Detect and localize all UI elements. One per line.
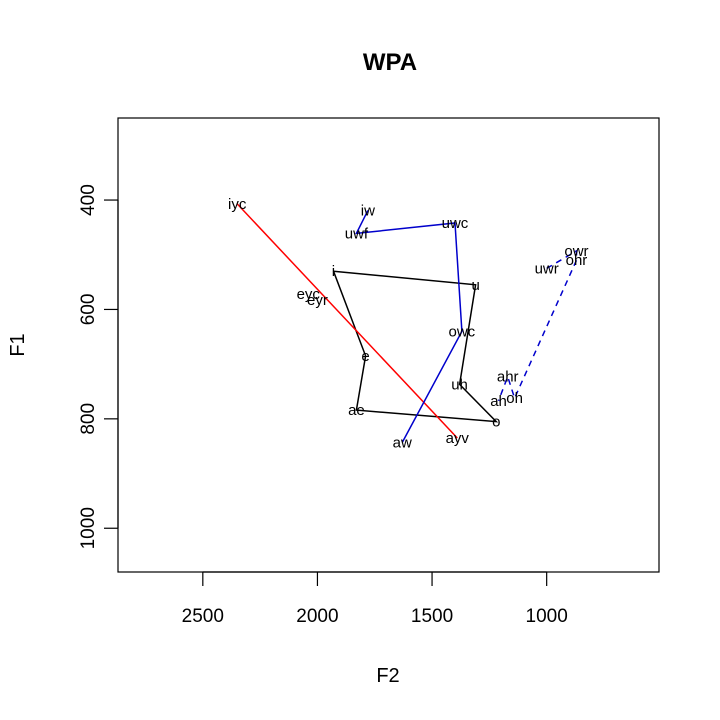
series-line-1 <box>236 203 458 439</box>
point-label-ohr: ohr <box>566 252 588 269</box>
plot-frame <box>117 117 660 573</box>
x-axis-label: F2 <box>376 665 399 687</box>
x-tick-label: 1500 <box>411 606 453 627</box>
point-label-uwc: uwc <box>442 215 469 232</box>
series-layer <box>236 203 578 443</box>
series-line-0 <box>332 270 499 423</box>
point-label-e: e <box>361 348 369 365</box>
series-line-2 <box>355 210 463 443</box>
point-label-uwf: uwf <box>345 225 369 242</box>
point-label-iyc: iyc <box>228 196 247 213</box>
y-tick-label: 1000 <box>78 507 99 549</box>
point-label-oh: oh <box>506 390 523 407</box>
point-label-uwr: uwr <box>535 260 559 277</box>
point-label-uh: uh <box>451 376 468 393</box>
point-label-i: i <box>332 263 335 280</box>
point-label-eyr: eyr <box>307 292 328 309</box>
point-label-u: u <box>471 277 479 294</box>
point-label-ah: ah <box>490 393 507 410</box>
point-label-ayv: ayv <box>446 430 470 447</box>
point-label-ae: ae <box>348 402 365 419</box>
point-label-aw: aw <box>393 434 412 451</box>
point-label-o: o <box>492 414 500 431</box>
y-tick-label: 600 <box>78 294 99 326</box>
point-label-ahr: ahr <box>497 369 519 386</box>
point-label-owr: owr <box>564 243 588 260</box>
x-axis: 2500 2000 1500 1000 <box>182 571 568 627</box>
y-axis: 400 600 800 1000 <box>78 184 119 549</box>
y-tick-label: 800 <box>78 403 99 435</box>
x-tick-label: 1000 <box>526 606 568 627</box>
point-label-iw: iw <box>361 202 375 219</box>
y-axis-label: F1 <box>7 333 29 356</box>
series-line-3 <box>497 249 578 402</box>
point-label-owc: owc <box>449 323 476 340</box>
x-tick-label: 2500 <box>182 606 224 627</box>
chart-title: WPA <box>363 49 417 76</box>
x-tick-label: 2000 <box>296 606 338 627</box>
point-label-eyc: eyc <box>297 286 321 303</box>
y-tick-label: 400 <box>78 184 99 216</box>
